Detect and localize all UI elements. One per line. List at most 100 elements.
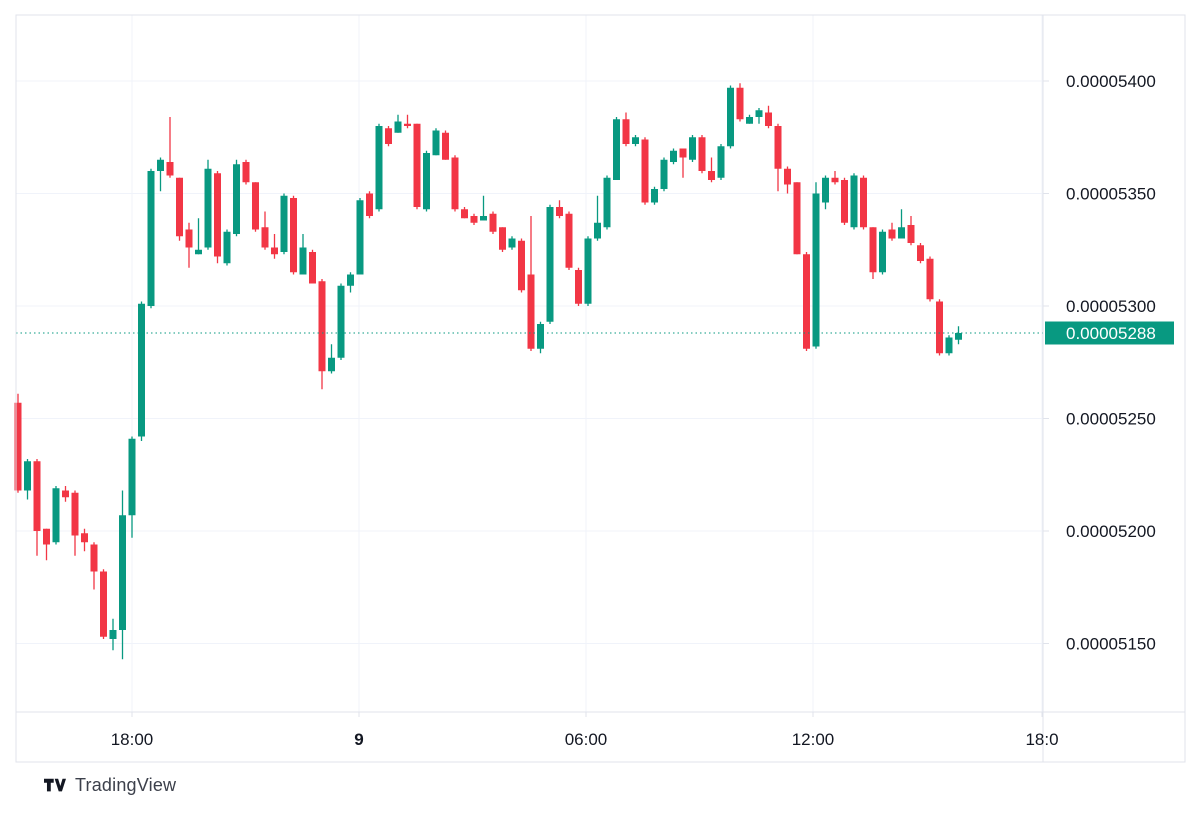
candle[interactable] (366, 191, 373, 219)
candle[interactable] (62, 486, 69, 502)
candle[interactable] (166, 117, 174, 178)
candle[interactable] (480, 195, 487, 221)
candle[interactable] (518, 238, 525, 293)
candle[interactable] (641, 137, 649, 205)
candle[interactable] (185, 222, 193, 268)
candle[interactable] (613, 117, 620, 180)
candle[interactable] (499, 227, 506, 252)
candle[interactable] (546, 204, 554, 324)
candle[interactable] (850, 173, 858, 230)
candle[interactable] (955, 326, 962, 345)
candle[interactable] (860, 175, 867, 230)
candle[interactable] (489, 211, 497, 235)
candle[interactable] (252, 182, 259, 232)
candle[interactable] (204, 159, 212, 250)
candle[interactable] (52, 486, 60, 545)
candle[interactable] (926, 256, 934, 302)
candle[interactable] (784, 166, 791, 194)
candle[interactable] (898, 209, 905, 239)
candle[interactable] (660, 157, 668, 192)
candle[interactable] (907, 216, 915, 246)
candle[interactable] (147, 168, 155, 309)
price-axis[interactable]: 0.00005400 0.00005350 0.00005300 0.00005250… (1066, 72, 1156, 654)
candle[interactable] (936, 299, 943, 356)
candle[interactable] (831, 171, 839, 185)
candle[interactable] (537, 321, 544, 354)
candle[interactable] (299, 234, 307, 275)
candle[interactable] (746, 114, 753, 124)
candle[interactable] (470, 213, 478, 225)
candle[interactable] (793, 182, 801, 255)
candle[interactable] (594, 195, 601, 241)
candle[interactable] (888, 222, 896, 241)
candle[interactable] (157, 157, 164, 192)
candle[interactable] (575, 267, 582, 306)
candle[interactable] (774, 123, 782, 192)
candle[interactable] (394, 114, 402, 133)
candle[interactable] (841, 177, 848, 225)
candle[interactable] (223, 229, 231, 266)
candle[interactable] (432, 128, 440, 156)
candle[interactable] (176, 177, 183, 241)
candle[interactable] (584, 236, 592, 306)
candle[interactable] (603, 175, 611, 230)
candle[interactable] (290, 195, 297, 275)
candle[interactable] (698, 135, 706, 174)
tradingview-watermark[interactable]: TradingView (44, 775, 176, 796)
candle[interactable] (356, 198, 364, 275)
candle[interactable] (280, 193, 288, 255)
candle[interactable] (755, 108, 763, 124)
candle[interactable] (632, 135, 639, 147)
candle[interactable] (195, 218, 202, 255)
candle[interactable] (689, 135, 696, 162)
candle[interactable] (812, 182, 820, 349)
candle[interactable] (442, 130, 449, 160)
candle[interactable] (803, 252, 810, 351)
candle[interactable] (138, 301, 145, 442)
candle[interactable] (727, 85, 734, 149)
candle[interactable] (14, 393, 22, 493)
candles-layer[interactable] (14, 83, 963, 660)
candle[interactable] (451, 155, 459, 212)
candle[interactable] (271, 234, 278, 259)
candle[interactable] (347, 272, 354, 293)
candle[interactable] (461, 207, 468, 219)
candle[interactable] (119, 490, 126, 660)
candle[interactable] (90, 542, 98, 590)
candle[interactable] (670, 148, 677, 165)
candle[interactable] (565, 211, 573, 271)
candle[interactable] (261, 211, 269, 250)
candle[interactable] (128, 436, 136, 538)
candle[interactable] (24, 459, 31, 500)
candle[interactable] (318, 279, 326, 390)
candle[interactable] (508, 236, 516, 250)
candle[interactable] (33, 459, 41, 556)
candle[interactable] (622, 112, 630, 147)
candle[interactable] (708, 157, 715, 183)
candle[interactable] (717, 144, 725, 180)
candle[interactable] (822, 175, 829, 210)
candle[interactable] (869, 227, 877, 279)
candle[interactable] (556, 200, 563, 219)
candle[interactable] (337, 283, 345, 361)
candle[interactable] (309, 249, 316, 284)
candle[interactable] (242, 159, 250, 185)
candle[interactable] (385, 126, 392, 147)
candle[interactable] (917, 243, 924, 264)
candle[interactable] (71, 490, 79, 556)
candle[interactable] (375, 123, 383, 212)
candle[interactable] (679, 148, 687, 178)
candle[interactable] (879, 229, 886, 275)
candle[interactable] (413, 123, 421, 210)
time-axis[interactable]: 18:00 9 06:00 12:00 18:0 (111, 730, 1059, 749)
candle[interactable] (404, 114, 411, 129)
candle[interactable] (233, 159, 240, 237)
candle[interactable] (100, 569, 107, 639)
candle[interactable] (423, 150, 430, 212)
candle[interactable] (945, 335, 953, 356)
candle[interactable] (651, 186, 658, 205)
candle[interactable] (43, 528, 50, 561)
candle[interactable] (765, 105, 772, 129)
candle[interactable] (527, 216, 535, 351)
